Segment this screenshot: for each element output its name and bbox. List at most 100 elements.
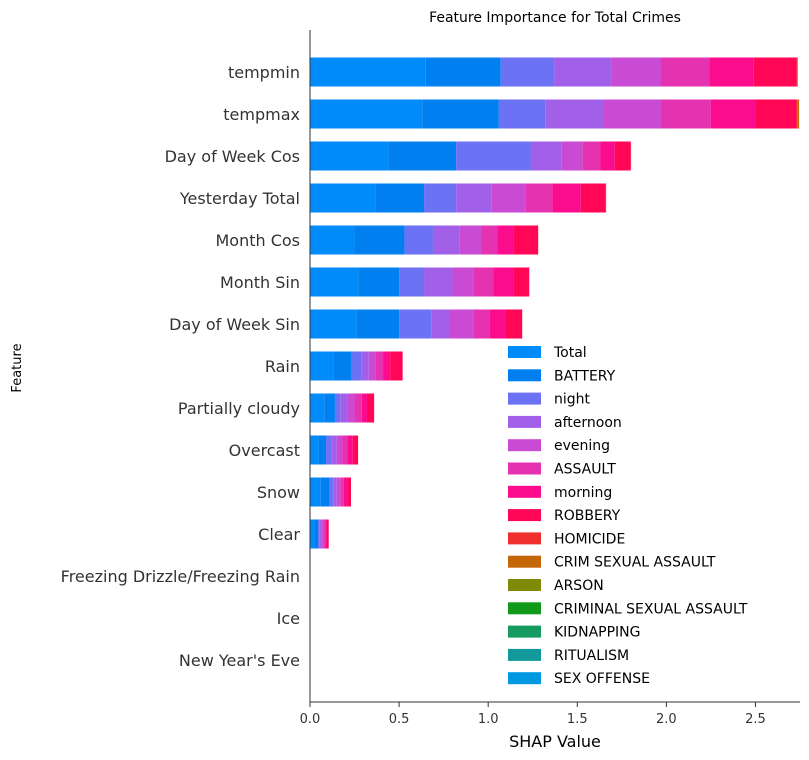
bar-segment [611,57,662,87]
bar-segment [354,393,362,423]
bar-segment [343,477,348,507]
bar-segment [493,267,514,297]
bar-segment [352,435,359,465]
bar-segment [340,393,348,423]
bar-segment [367,393,375,423]
bar-segment [310,57,426,87]
bar-segment [491,183,526,213]
bar-segment [753,57,797,87]
bar-segment [310,309,357,339]
y-tick-label: Day of Week Sin [169,315,300,334]
bar-segment [336,477,341,507]
bar-segment [481,225,498,255]
legend-swatch [508,439,541,452]
bar-segment [383,351,391,381]
bar-segment [325,519,327,549]
bar-segment [554,57,612,87]
legend-swatch [508,672,541,685]
bar-segment [797,99,800,129]
bar-segment [473,309,490,339]
x-tick-label: 1.5 [567,712,588,727]
legend-swatch [508,485,541,498]
legend-label: morning [554,485,612,501]
legend-swatch [508,579,541,591]
bar-segment [354,225,405,255]
legend-swatch [508,555,541,568]
bar-segment [580,183,606,213]
bar-segment [334,393,341,423]
y-tick-label: Freezing Drizzle/Freezing Rain [61,567,300,586]
bar-segment [422,99,499,129]
bar-segment [525,183,553,213]
bar-segment [310,225,355,255]
legend-label: ARSON [554,578,604,594]
bar-segment [424,183,457,213]
bar-segment [310,141,389,171]
bar-segment [342,435,348,465]
legend-label: HOMICIDE [554,531,625,547]
legend: Total BATTERY night afternoon evening ASSAULT… [508,345,748,687]
legend-label: evening [554,438,610,454]
legend-label: RITUALISM [554,648,629,664]
bar-segment [321,519,324,549]
bar-segment [319,519,322,549]
bar-segment [336,435,343,465]
bar-segment [604,99,662,129]
bar-segment [456,183,492,213]
bar-segment [399,309,432,339]
y-tick-label: Yesterday Total [179,189,300,208]
bar-segment [323,519,326,549]
x-axis-label: SHAP Value [509,732,601,751]
bar-segment [506,309,523,339]
y-tick-label: tempmax [223,105,300,124]
legend-label: ROBBERY [554,508,621,524]
bar-segment [404,225,433,255]
bar-segment [375,351,384,381]
legend-label: night [554,392,591,408]
legend-label: CRIMINAL SEXUAL ASSAULT [554,601,748,617]
bar-segment [600,141,615,171]
legend-label: CRIM SEXUAL ASSAULT [554,555,716,571]
bar-segment [489,309,506,339]
bar-segment [331,435,337,465]
y-tick-label: Overcast [229,441,300,460]
bar-segment [755,99,797,129]
bar-segment [333,351,351,381]
legend-label: KIDNAPPING [554,625,640,641]
bar-segment [358,267,400,297]
bar-segment [347,435,353,465]
legend-label: ASSAULT [554,462,616,478]
y-tick-label: New Year's Eve [179,651,300,670]
bar-segment [310,519,315,549]
x-tick-label: 0.0 [300,712,321,727]
bar-segment [310,477,321,507]
bar-segment [796,99,798,129]
y-tick-label: Clear [258,525,300,544]
bar-segment [497,225,514,255]
bar-segment [329,477,334,507]
y-tick-labels: tempmin tempmax Day of Week Cos Yesterday T… [61,63,301,670]
bar-segment [614,141,631,171]
chart-title: Feature Importance for Total Crimes [429,10,681,26]
bar-segment [459,225,482,255]
bar-segment [498,99,546,129]
bar-segment [797,57,798,87]
bar-segment [530,141,562,171]
legend-swatch [508,392,541,405]
y-tick-label: Month Sin [220,273,300,292]
bar-segment [796,57,798,87]
legend-swatch [508,625,541,638]
x-tick-label: 0.5 [389,712,410,727]
bar-segment [310,99,423,129]
x-tick-label: 2.0 [656,712,677,727]
bar-segment [361,351,369,381]
bar-segment [448,309,474,339]
bar-segment [709,57,754,87]
legend-swatch [508,532,541,545]
legend-swatch [508,369,541,382]
bar-segment [347,393,355,423]
bar-segment [318,519,320,549]
bar-segment [399,267,425,297]
bar-segment [326,519,329,549]
